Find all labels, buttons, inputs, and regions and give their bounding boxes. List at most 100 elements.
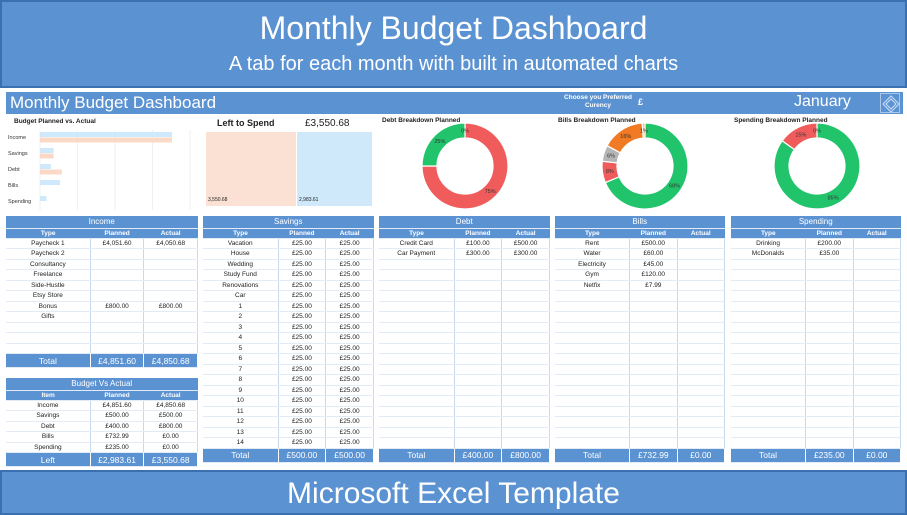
table-cell[interactable] (853, 406, 902, 417)
table-cell[interactable]: Bonus (6, 301, 91, 312)
table-cell[interactable]: £25.00 (278, 437, 327, 449)
table-cell[interactable] (454, 353, 503, 365)
table-cell[interactable] (555, 311, 631, 323)
table-cell[interactable]: £25.00 (278, 364, 327, 375)
table-cell[interactable]: 6 (203, 353, 279, 365)
table-cell[interactable] (454, 385, 503, 396)
table-cell[interactable] (853, 395, 902, 407)
table-cell[interactable] (90, 332, 145, 344)
table-cell[interactable]: £25.00 (278, 343, 327, 354)
table-cell[interactable] (805, 437, 854, 449)
table-cell[interactable] (629, 311, 678, 323)
table-cell[interactable]: £7.99 (629, 280, 678, 291)
table-cell[interactable]: £25.00 (325, 374, 374, 386)
table-cell[interactable] (143, 311, 198, 323)
table-cell[interactable] (143, 280, 198, 291)
table-cell[interactable] (555, 364, 631, 375)
table-cell[interactable] (454, 416, 503, 428)
table-cell[interactable] (501, 269, 550, 281)
table-cell[interactable] (629, 416, 678, 428)
table-cell[interactable]: Wedding (203, 259, 279, 270)
table-cell[interactable]: Freelance (6, 269, 91, 281)
table-cell[interactable]: 12 (203, 416, 279, 428)
table-cell[interactable] (379, 395, 455, 407)
table-cell[interactable] (90, 269, 145, 281)
table-cell[interactable] (731, 385, 807, 396)
table-cell[interactable] (555, 437, 631, 449)
table-cell[interactable]: Electricity (555, 259, 631, 270)
table-cell[interactable] (731, 311, 807, 323)
table-cell[interactable]: £100.00 (454, 238, 503, 249)
table-cell[interactable] (454, 332, 503, 344)
table-cell[interactable] (677, 353, 726, 365)
table-cell[interactable] (501, 374, 550, 386)
table-cell[interactable] (379, 416, 455, 428)
table-cell[interactable] (501, 353, 550, 365)
table-cell[interactable] (731, 395, 807, 407)
table-cell[interactable]: £25.00 (278, 322, 327, 333)
table-cell[interactable]: Paycheck 2 (6, 248, 91, 260)
table-cell[interactable] (501, 290, 550, 302)
table-cell[interactable] (379, 290, 455, 302)
table-cell[interactable]: £25.00 (278, 395, 327, 407)
table-cell[interactable] (731, 416, 807, 428)
table-cell[interactable] (805, 301, 854, 312)
table-cell[interactable]: £35.00 (805, 248, 854, 260)
table-cell[interactable] (677, 406, 726, 417)
table-cell[interactable] (677, 343, 726, 354)
table-cell[interactable]: £0.00 (143, 442, 198, 453)
table-cell[interactable]: £25.00 (278, 290, 327, 302)
table-cell[interactable] (629, 353, 678, 365)
table-cell[interactable]: £500.00 (90, 410, 145, 422)
table-cell[interactable] (731, 343, 807, 354)
table-cell[interactable]: £500.00 (629, 238, 678, 249)
table-cell[interactable] (677, 311, 726, 323)
table-cell[interactable] (501, 427, 550, 438)
table-cell[interactable] (454, 290, 503, 302)
table-cell[interactable]: Study Fund (203, 269, 279, 281)
table-cell[interactable] (853, 427, 902, 438)
table-cell[interactable] (853, 269, 902, 281)
table-cell[interactable]: 4 (203, 332, 279, 344)
table-cell[interactable]: £25.00 (278, 280, 327, 291)
table-cell[interactable] (677, 238, 726, 249)
table-cell[interactable] (853, 301, 902, 312)
table-cell[interactable] (731, 322, 807, 333)
table-cell[interactable]: £25.00 (278, 385, 327, 396)
table-cell[interactable] (629, 385, 678, 396)
table-cell[interactable]: £25.00 (278, 353, 327, 365)
table-cell[interactable] (677, 385, 726, 396)
table-cell[interactable] (677, 248, 726, 260)
table-cell[interactable]: £235.00 (90, 442, 145, 453)
table-cell[interactable]: £120.00 (629, 269, 678, 281)
table-cell[interactable]: Debt (6, 421, 91, 432)
table-cell[interactable] (454, 437, 503, 449)
table-cell[interactable]: £25.00 (325, 364, 374, 375)
table-cell[interactable] (805, 395, 854, 407)
table-cell[interactable] (677, 374, 726, 386)
table-cell[interactable] (379, 322, 455, 333)
table-cell[interactable] (805, 385, 854, 396)
table-cell[interactable] (677, 290, 726, 302)
table-cell[interactable] (379, 374, 455, 386)
table-cell[interactable]: Bills (6, 431, 91, 443)
table-cell[interactable] (6, 322, 91, 333)
table-cell[interactable] (731, 259, 807, 270)
table-cell[interactable]: £4,851.60 (90, 400, 145, 411)
table-cell[interactable] (853, 238, 902, 249)
table-cell[interactable] (629, 427, 678, 438)
table-cell[interactable] (805, 280, 854, 291)
table-cell[interactable] (6, 332, 91, 344)
table-cell[interactable]: £800.00 (143, 301, 198, 312)
table-cell[interactable] (731, 290, 807, 302)
table-cell[interactable] (853, 385, 902, 396)
table-cell[interactable] (379, 343, 455, 354)
table-cell[interactable]: Vacation (203, 238, 279, 249)
table-cell[interactable]: £25.00 (278, 248, 327, 260)
table-cell[interactable]: £300.00 (454, 248, 503, 260)
table-cell[interactable] (501, 364, 550, 375)
table-cell[interactable]: £25.00 (325, 280, 374, 291)
table-cell[interactable]: House (203, 248, 279, 260)
table-cell[interactable] (454, 311, 503, 323)
table-cell[interactable] (853, 280, 902, 291)
